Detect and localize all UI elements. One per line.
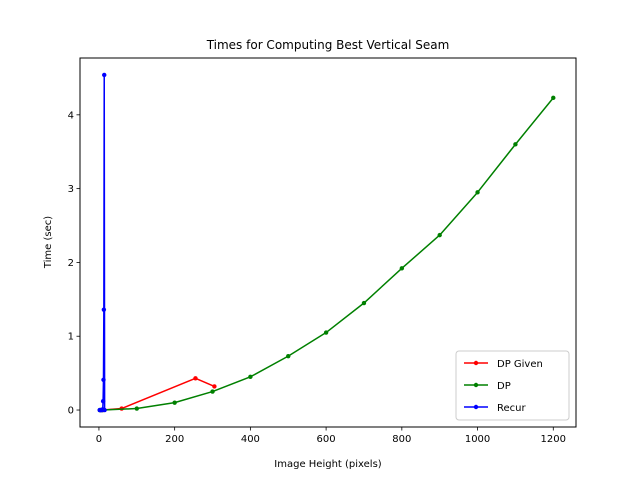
legend-marker xyxy=(473,404,479,410)
legend-label: Recur xyxy=(497,403,526,414)
data-point xyxy=(172,400,177,405)
legend-box xyxy=(455,350,570,421)
data-point xyxy=(212,384,217,389)
data-point xyxy=(102,72,107,78)
data-point xyxy=(513,142,518,147)
legend-label: DP xyxy=(497,381,511,392)
data-point xyxy=(399,266,405,271)
y-tick-label: 2 xyxy=(68,258,74,269)
data-point xyxy=(101,307,107,312)
plot-area xyxy=(97,72,556,413)
x-tick-label: 200 xyxy=(165,434,184,445)
y-axis-label: Time (sec) xyxy=(43,216,54,269)
data-point xyxy=(323,330,329,335)
data-point xyxy=(475,190,480,195)
legend-marker xyxy=(473,382,479,388)
data-point xyxy=(101,377,106,382)
data-point xyxy=(437,232,442,238)
data-point xyxy=(248,374,253,380)
legend: DP Given DP Recur xyxy=(455,350,570,421)
data-point xyxy=(100,398,106,404)
y-tick-label: 4 xyxy=(68,110,74,121)
data-point xyxy=(193,376,198,381)
data-point xyxy=(286,353,291,359)
legend-item: Recur xyxy=(464,403,526,414)
data-point xyxy=(134,406,139,411)
data-point xyxy=(210,389,215,394)
data-point xyxy=(551,95,556,101)
data-point xyxy=(102,407,107,413)
data-point xyxy=(361,300,367,306)
axes-frame xyxy=(79,57,577,428)
series-recur xyxy=(97,72,107,413)
y-tick-label: 1 xyxy=(68,332,74,343)
x-tick-label: 600 xyxy=(317,434,336,445)
legend-marker xyxy=(473,360,479,366)
x-tick-label: 800 xyxy=(392,434,411,445)
x-axis: 0 200 400 600 800 1000 1200 xyxy=(96,427,566,445)
x-tick-label: 400 xyxy=(241,434,260,445)
legend-label: DP Given xyxy=(497,359,543,370)
legend-item: DP Given xyxy=(464,359,543,370)
y-tick-label: 0 xyxy=(68,406,74,417)
legend-item: DP xyxy=(464,381,511,392)
x-tick-label: 1000 xyxy=(465,434,490,445)
y-axis: 0 1 2 3 4 xyxy=(68,110,80,417)
x-tick-label: 1200 xyxy=(541,434,566,445)
x-tick-label: 0 xyxy=(96,434,102,445)
chart-title: Times for Computing Best Vertical Seam xyxy=(206,38,450,52)
y-tick-label: 3 xyxy=(68,184,74,195)
x-axis-label: Image Height (pixels) xyxy=(274,459,382,470)
